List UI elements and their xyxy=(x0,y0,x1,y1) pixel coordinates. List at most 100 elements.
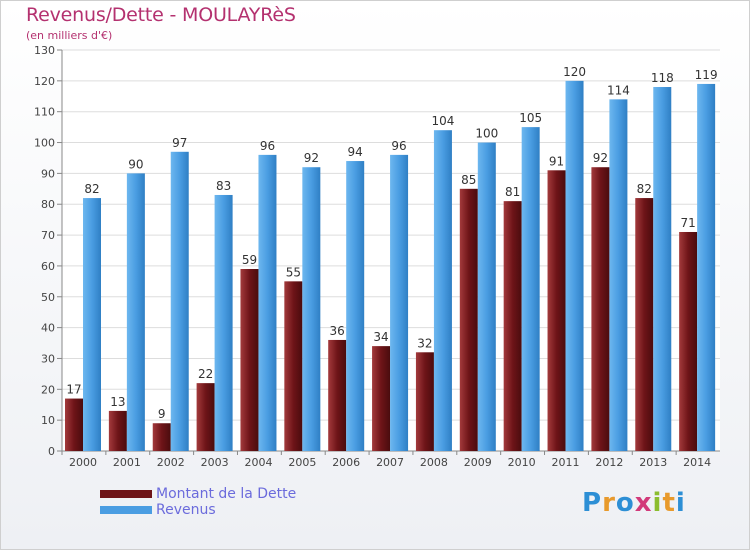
x-tick-label: 2007 xyxy=(376,456,404,469)
data-label-debt: 59 xyxy=(242,253,257,267)
x-tick-label: 2009 xyxy=(464,456,492,469)
data-label-revenue: 83 xyxy=(216,179,231,193)
bar-revenue xyxy=(258,154,277,451)
bar-revenue xyxy=(390,154,409,451)
bar-revenue xyxy=(521,127,540,451)
y-tick-label: 60 xyxy=(41,260,55,273)
logo-letter: i xyxy=(652,488,663,518)
x-tick-label: 2012 xyxy=(595,456,623,469)
legend-swatch-debt xyxy=(100,490,152,498)
bar-revenue xyxy=(609,99,628,451)
data-label-debt: 55 xyxy=(286,265,301,279)
bar-debt xyxy=(152,423,171,451)
bar-debt xyxy=(503,201,522,451)
bar-debt xyxy=(679,231,698,451)
data-label-debt: 32 xyxy=(417,336,432,350)
y-tick-label: 80 xyxy=(41,198,55,211)
x-tick-label: 2005 xyxy=(288,456,316,469)
y-tick-label: 0 xyxy=(48,445,55,458)
bar-debt xyxy=(196,383,215,451)
data-label-debt: 92 xyxy=(593,151,608,165)
data-label-revenue: 105 xyxy=(519,111,542,125)
data-label-debt: 71 xyxy=(680,216,695,230)
y-tick-label: 120 xyxy=(34,75,55,88)
data-label-debt: 13 xyxy=(110,395,125,409)
x-tick-label: 2011 xyxy=(552,456,580,469)
bar-revenue xyxy=(653,87,672,451)
y-tick-label: 50 xyxy=(41,291,55,304)
bar-debt xyxy=(108,410,127,451)
bar-debt xyxy=(415,352,434,451)
bar-debt xyxy=(547,170,566,452)
y-tick-label: 20 xyxy=(41,383,55,396)
y-tick-label: 100 xyxy=(34,137,55,150)
data-label-debt: 91 xyxy=(549,154,564,168)
bar-debt xyxy=(65,398,83,451)
y-tick-label: 90 xyxy=(41,167,55,180)
x-tick-label: 2014 xyxy=(683,456,711,469)
data-label-revenue: 90 xyxy=(128,157,143,171)
bar-revenue xyxy=(477,142,496,452)
legend-label-debt: Montant de la Dette xyxy=(156,486,297,502)
bar-revenue xyxy=(697,83,716,451)
x-tick-label: 2006 xyxy=(332,456,360,469)
bar-revenue xyxy=(565,80,584,451)
bar-revenue xyxy=(433,130,452,451)
bar-revenue xyxy=(214,194,233,451)
data-label-revenue: 96 xyxy=(260,139,275,153)
data-label-revenue: 82 xyxy=(84,182,99,196)
logo-letter: r xyxy=(602,488,616,518)
bar-debt xyxy=(635,198,654,451)
data-label-debt: 36 xyxy=(330,324,345,338)
bar-debt xyxy=(591,167,610,451)
data-label-debt: 17 xyxy=(66,383,81,397)
data-label-revenue: 94 xyxy=(348,145,363,159)
data-label-revenue: 96 xyxy=(391,139,406,153)
x-tick-label: 2010 xyxy=(508,456,536,469)
data-label-debt: 34 xyxy=(373,330,388,344)
bar-chart: 0 10 20 30 40 50 60 70 80 90 100 110 120 130 17 82 2000 1… xyxy=(34,44,720,469)
bar-debt xyxy=(328,339,347,451)
y-tick-label: 110 xyxy=(34,106,55,119)
logo-letter: t xyxy=(662,488,676,518)
x-tick-label: 2001 xyxy=(113,456,141,469)
bar-revenue xyxy=(302,167,321,451)
bar-debt xyxy=(240,269,259,451)
data-label-revenue: 97 xyxy=(172,136,187,150)
y-tick-label: 30 xyxy=(41,352,55,365)
x-tick-label: 2004 xyxy=(244,456,272,469)
proxiti-logo: Proxiti xyxy=(582,488,686,518)
y-tick-label: 10 xyxy=(41,414,55,427)
data-label-debt: 82 xyxy=(637,182,652,196)
bar-debt xyxy=(459,188,478,452)
x-tick-label: 2008 xyxy=(420,456,448,469)
data-label-revenue: 120 xyxy=(563,65,586,79)
logo-letter: o xyxy=(615,488,635,518)
bar-debt xyxy=(284,281,303,451)
x-tick-label: 2000 xyxy=(69,456,97,469)
data-label-debt: 22 xyxy=(198,367,213,381)
y-tick-label: 70 xyxy=(41,229,55,242)
chart-title: Revenus/Dette - MOULAYRèS xyxy=(26,4,296,26)
data-label-debt: 9 xyxy=(158,407,166,421)
y-tick-label: 40 xyxy=(41,322,55,335)
x-tick-label: 2013 xyxy=(639,456,667,469)
data-label-revenue: 104 xyxy=(431,114,454,128)
bar-revenue xyxy=(346,161,365,452)
logo-letter: P xyxy=(582,488,603,518)
bar-debt xyxy=(372,346,391,451)
logo-letter: x xyxy=(634,488,653,518)
x-tick-label: 2002 xyxy=(157,456,185,469)
legend-label-revenue: Revenus xyxy=(156,502,216,518)
chart-subtitle: (en milliers d'€) xyxy=(26,29,113,42)
logo-letter: i xyxy=(675,488,686,518)
data-label-debt: 85 xyxy=(461,173,476,187)
y-tick-label: 130 xyxy=(34,44,55,57)
data-label-debt: 81 xyxy=(505,185,520,199)
data-label-revenue: 92 xyxy=(304,151,319,165)
bar-revenue xyxy=(126,173,145,451)
data-label-revenue: 100 xyxy=(475,127,498,141)
data-label-revenue: 114 xyxy=(607,83,630,97)
bar-revenue xyxy=(170,151,189,452)
x-tick-label: 2003 xyxy=(201,456,229,469)
